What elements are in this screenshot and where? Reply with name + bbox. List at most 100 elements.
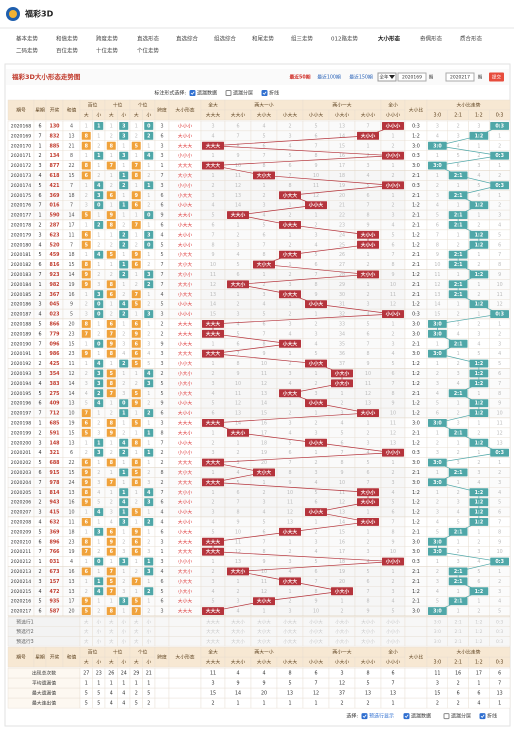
preset-option[interactable]: 大 <box>109 638 114 645</box>
preset-option[interactable]: 小 <box>122 638 127 645</box>
preset-option[interactable]: 大小大 <box>257 618 271 625</box>
preset-option[interactable]: 小小大 <box>309 618 323 625</box>
preset-option[interactable]: 小大小 <box>335 628 349 635</box>
select-value[interactable]: 全年 <box>380 74 389 81</box>
submit-label[interactable]: 提交 <box>492 74 501 81</box>
footer-option[interactable]: 遗漏数据 <box>411 713 431 720</box>
footer-option[interactable]: 遗漏分层 <box>451 713 471 720</box>
footer-checkbox[interactable] <box>361 713 368 720</box>
preset-option[interactable]: 大 <box>109 618 114 625</box>
nav-item[interactable]: 跨度走势 <box>96 35 119 43</box>
preset-option[interactable]: 小 <box>122 628 127 635</box>
preset-option[interactable]: 小大大 <box>283 628 297 635</box>
preset-option[interactable]: 小大小 <box>335 638 349 645</box>
marking-checkbox-tick[interactable] <box>190 91 195 95</box>
footer-option[interactable]: 预选行显示 <box>369 713 394 720</box>
footer-checkbox[interactable] <box>403 713 410 720</box>
marking-option[interactable]: 遗漏分层 <box>233 90 253 97</box>
preset-option[interactable]: 2:1 <box>455 629 462 635</box>
preset-option[interactable]: 0:3 <box>496 639 503 645</box>
preset-option[interactable]: 3:0 <box>434 629 441 635</box>
preset-option[interactable]: 0:3 <box>496 619 503 625</box>
preset-option[interactable]: 小 <box>97 618 102 625</box>
footer-checkbox[interactable] <box>479 713 486 720</box>
preset-option[interactable]: 大大大 <box>206 618 220 625</box>
preset-option[interactable]: 大小小 <box>361 618 375 625</box>
marking-option[interactable]: 遗漏数据 <box>197 90 217 97</box>
input-to[interactable] <box>445 72 475 82</box>
nav-item[interactable]: 直选形态 <box>137 35 160 43</box>
marking-checkbox[interactable] <box>189 90 196 96</box>
preset-option[interactable]: 大大小 <box>231 618 245 625</box>
preset-option[interactable]: 大大大 <box>206 638 220 645</box>
preset-option[interactable]: 1:2 <box>475 639 482 645</box>
select-box[interactable] <box>377 72 397 82</box>
footer-checkbox[interactable] <box>443 713 450 720</box>
preset-option[interactable]: 小小大 <box>309 638 323 645</box>
preset-option[interactable]: 小大大 <box>283 618 297 625</box>
preset-option[interactable]: 2:1 <box>455 639 462 645</box>
nav-item[interactable]: 基本走势 <box>16 35 39 43</box>
nav-item[interactable]: 奇偶形态 <box>420 35 443 43</box>
input-to-value[interactable]: 2020217 <box>450 75 470 81</box>
preset-option[interactable]: 大大小 <box>231 638 245 645</box>
footer-option[interactable]: 折线 <box>487 713 497 720</box>
preset-option[interactable]: 大 <box>84 618 89 625</box>
nav-item[interactable]: 012路走势 <box>331 35 358 43</box>
preset-option[interactable]: 2:1 <box>455 619 462 625</box>
nav-item[interactable]: 组三走势 <box>291 35 314 43</box>
cell-text: 1 <box>477 529 480 535</box>
preset-option[interactable]: 大 <box>134 618 139 625</box>
preset-option[interactable]: 大 <box>134 628 139 635</box>
preset-option[interactable]: 大大小 <box>231 628 245 635</box>
nav-item[interactable]: 十位走势 <box>96 47 119 55</box>
range-link[interactable]: 最近150期 <box>349 74 373 81</box>
range-link[interactable]: 最近100期 <box>317 74 341 81</box>
preset-option[interactable]: 小 <box>97 638 102 645</box>
preset-option[interactable]: 大小小 <box>361 638 375 645</box>
nav-item[interactable]: 大小形态 <box>378 35 401 43</box>
preset-option[interactable]: 大大大 <box>206 628 220 635</box>
marking-option[interactable]: 折线 <box>269 90 279 97</box>
preset-option[interactable]: 大小小 <box>361 628 375 635</box>
preset-option[interactable]: 小小大 <box>309 628 323 635</box>
marking-checkbox-tick[interactable] <box>262 91 267 95</box>
preset-option[interactable]: 小大小 <box>335 618 349 625</box>
preset-option[interactable]: 1:2 <box>475 629 482 635</box>
preset-option[interactable]: 3:0 <box>434 619 441 625</box>
cell-text: 1 <box>97 599 100 605</box>
preset-option[interactable]: 1:2 <box>475 619 482 625</box>
preset-option[interactable]: 大 <box>84 638 89 645</box>
nav-item[interactable]: 和值走势 <box>56 35 79 43</box>
marking-checkbox[interactable] <box>261 90 268 96</box>
preset-option[interactable]: 0:3 <box>496 629 503 635</box>
nav-item[interactable]: 二码走势 <box>16 47 39 55</box>
preset-option[interactable]: 小小小 <box>386 638 400 645</box>
preset-option[interactable]: 小 <box>147 638 152 645</box>
preset-option[interactable]: 大小大 <box>257 638 271 645</box>
preset-option[interactable]: 小小小 <box>386 618 400 625</box>
preset-option[interactable]: 大 <box>134 638 139 645</box>
input-from[interactable] <box>397 72 427 82</box>
cell-text: 4 <box>498 351 501 357</box>
preset-option[interactable]: 小 <box>147 628 152 635</box>
input-from-value[interactable]: 2020169 <box>402 75 422 81</box>
preset-option[interactable]: 大 <box>109 628 114 635</box>
preset-option[interactable]: 小 <box>97 628 102 635</box>
preset-option[interactable]: 小大大 <box>283 638 297 645</box>
marking-checkbox[interactable] <box>225 90 232 96</box>
nav-item[interactable]: 和尾走势 <box>252 35 275 43</box>
preset-option[interactable]: 小 <box>122 618 127 625</box>
preset-option[interactable]: 大 <box>84 628 89 635</box>
nav-item[interactable]: 组选综合 <box>214 35 237 43</box>
submit-button[interactable] <box>489 72 504 82</box>
nav-item[interactable]: 直选综合 <box>176 35 199 43</box>
nav-item[interactable]: 百位走势 <box>56 47 79 55</box>
preset-option[interactable]: 3:0 <box>434 639 441 645</box>
nav-item[interactable]: 个位走势 <box>137 47 160 55</box>
range-link[interactable]: 最近50期 <box>289 74 310 81</box>
preset-option[interactable]: 小小小 <box>386 628 400 635</box>
preset-option[interactable]: 大小大 <box>257 628 271 635</box>
preset-option[interactable]: 小 <box>147 618 152 625</box>
nav-item[interactable]: 质合形态 <box>460 35 483 43</box>
